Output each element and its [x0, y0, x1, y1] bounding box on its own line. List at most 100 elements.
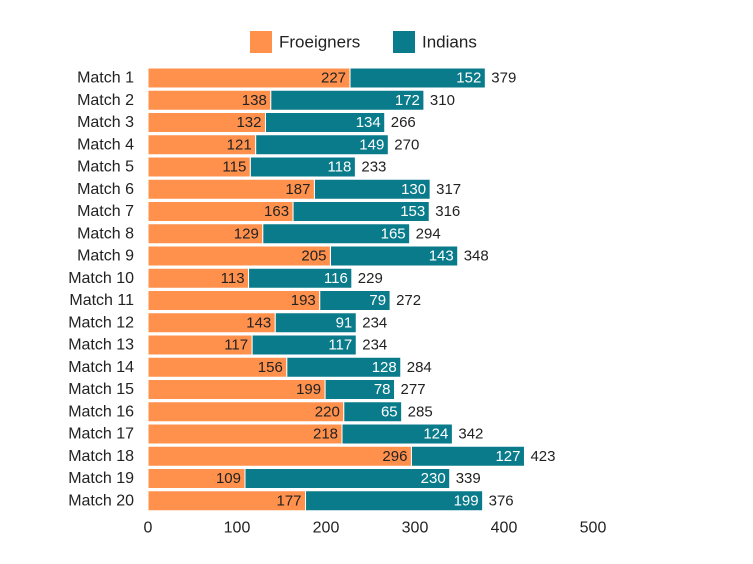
category-label: Match 6	[77, 181, 134, 198]
category-label: Match 12	[68, 314, 134, 331]
data-label-indians: 79	[369, 292, 386, 309]
data-label-froeigners: 205	[301, 248, 326, 265]
category-label: Match 4	[77, 136, 134, 153]
category-label: Match 9	[77, 248, 134, 265]
bar-segment-indians	[319, 290, 391, 311]
data-label-froeigners: 113	[221, 270, 245, 287]
x-tick-label: 400	[491, 520, 518, 537]
data-label-indians: 116	[324, 270, 348, 287]
bar-segment-indians	[305, 490, 484, 512]
category-label: Match 18	[68, 448, 134, 465]
category-label: Match 17	[68, 426, 134, 443]
bar-segment-indians	[264, 112, 386, 133]
bar-segment-indians	[270, 89, 425, 111]
bar-segment-indians	[349, 67, 486, 89]
category-label: Match 5	[77, 159, 134, 176]
total-label: 270	[394, 136, 419, 153]
bar-segment-froeigners	[147, 445, 412, 467]
data-label-froeigners: 156	[258, 359, 283, 376]
category-label: Match 16	[68, 403, 134, 420]
total-label: 342	[458, 426, 483, 443]
category-label: Match 15	[68, 381, 134, 398]
bar-segment-indians	[343, 401, 403, 423]
data-label-indians: 128	[372, 359, 397, 376]
category-label: Match 11	[69, 292, 134, 309]
data-label-indians: 172	[395, 92, 420, 109]
total-label: 310	[430, 92, 455, 109]
data-label-froeigners: 132	[236, 114, 261, 131]
data-label-indians: 134	[356, 114, 381, 131]
data-label-froeigners: 296	[382, 448, 407, 465]
total-label: 339	[456, 470, 481, 487]
total-label: 376	[489, 492, 514, 509]
data-label-froeigners: 199	[296, 381, 321, 398]
category-label: Match 7	[77, 203, 134, 220]
data-label-indians: 130	[401, 181, 426, 198]
category-label: Match 14	[68, 359, 134, 376]
bar-segment-indians	[341, 423, 453, 445]
data-label-froeigners: 117	[224, 337, 248, 354]
bar-segment-froeigners	[147, 67, 351, 89]
category-label: Match 3	[77, 114, 134, 131]
category-label: Match 2	[77, 92, 134, 109]
data-label-indians: 117	[328, 337, 352, 354]
data-label-indians: 124	[423, 426, 448, 443]
bar-segment-indians	[251, 334, 357, 356]
total-label: 266	[391, 114, 416, 131]
bar-segment-indians	[244, 468, 451, 489]
bar-segment-indians	[274, 312, 357, 334]
bar-segment-indians	[324, 379, 396, 400]
data-label-froeigners: 163	[264, 203, 289, 220]
legend: Froeigners Indians	[250, 31, 477, 53]
x-tick-label: 0	[144, 520, 153, 537]
data-label-froeigners: 187	[285, 181, 310, 198]
bar-segment-indians	[313, 178, 431, 200]
legend-label-froeigners: Froeigners	[279, 33, 360, 52]
data-label-froeigners: 218	[313, 426, 338, 443]
category-label: Match 13	[68, 337, 134, 354]
bar-segment-indians	[410, 445, 525, 467]
total-label: 234	[362, 337, 387, 354]
category-label: Match 10	[68, 270, 134, 287]
bar-segment-indians	[262, 223, 411, 245]
category-label: Match 19	[68, 470, 134, 487]
data-label-indians: 91	[336, 314, 353, 331]
data-label-indians: 199	[454, 492, 479, 509]
legend-swatch-indians	[393, 31, 415, 53]
data-label-froeigners: 121	[227, 136, 252, 153]
data-label-indians: 152	[456, 70, 481, 87]
x-tick-label: 500	[580, 520, 607, 537]
bar-segment-indians	[329, 245, 459, 267]
data-label-froeigners: 193	[291, 292, 316, 309]
total-label: 284	[407, 359, 432, 376]
total-label: 229	[358, 270, 383, 287]
bar-segment-indians	[286, 356, 402, 378]
total-label: 277	[401, 381, 426, 398]
x-tick-label: 200	[313, 520, 340, 537]
bar-segment-indians	[292, 201, 430, 222]
total-label: 234	[362, 314, 387, 331]
x-axis: 0 100 200 300 400 500	[144, 520, 607, 537]
bar-segment-indians	[255, 134, 389, 156]
x-tick-label: 300	[402, 520, 429, 537]
data-label-froeigners: 115	[222, 159, 246, 176]
data-label-indians: 230	[421, 470, 446, 487]
data-label-froeigners: 109	[216, 470, 241, 487]
total-label: 272	[396, 292, 421, 309]
data-label-froeigners: 138	[242, 92, 267, 109]
bar-segment-indians	[248, 267, 353, 289]
total-label: 423	[530, 448, 555, 465]
total-label: 285	[408, 403, 433, 420]
data-label-indians: 149	[359, 136, 384, 153]
data-label-froeigners: 220	[315, 403, 340, 420]
total-label: 294	[416, 225, 441, 242]
bar-segment-indians	[249, 156, 356, 178]
data-label-froeigners: 177	[276, 492, 301, 509]
legend-label-indians: Indians	[422, 33, 477, 52]
data-label-indians: 118	[327, 159, 351, 176]
category-label: Match 20	[68, 492, 134, 509]
legend-swatch-froeigners	[250, 31, 272, 53]
category-label: Match 8	[77, 225, 134, 242]
category-labels: Match 1 Match 2 Match 3 Match 4 Match 5 Match…	[68, 70, 134, 510]
